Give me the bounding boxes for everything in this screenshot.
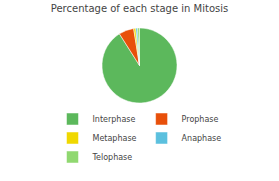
- svg-text:Interphase: Interphase: [93, 115, 136, 124]
- svg-text:Percentage of each stage in Mi: Percentage of each stage in Mitosis: [51, 3, 228, 14]
- svg-text:Anaphase: Anaphase: [182, 134, 222, 143]
- svg-text:Metaphase: Metaphase: [93, 134, 137, 143]
- svg-text:Telophase: Telophase: [92, 153, 133, 162]
- svg-text:Prophase: Prophase: [182, 115, 219, 124]
